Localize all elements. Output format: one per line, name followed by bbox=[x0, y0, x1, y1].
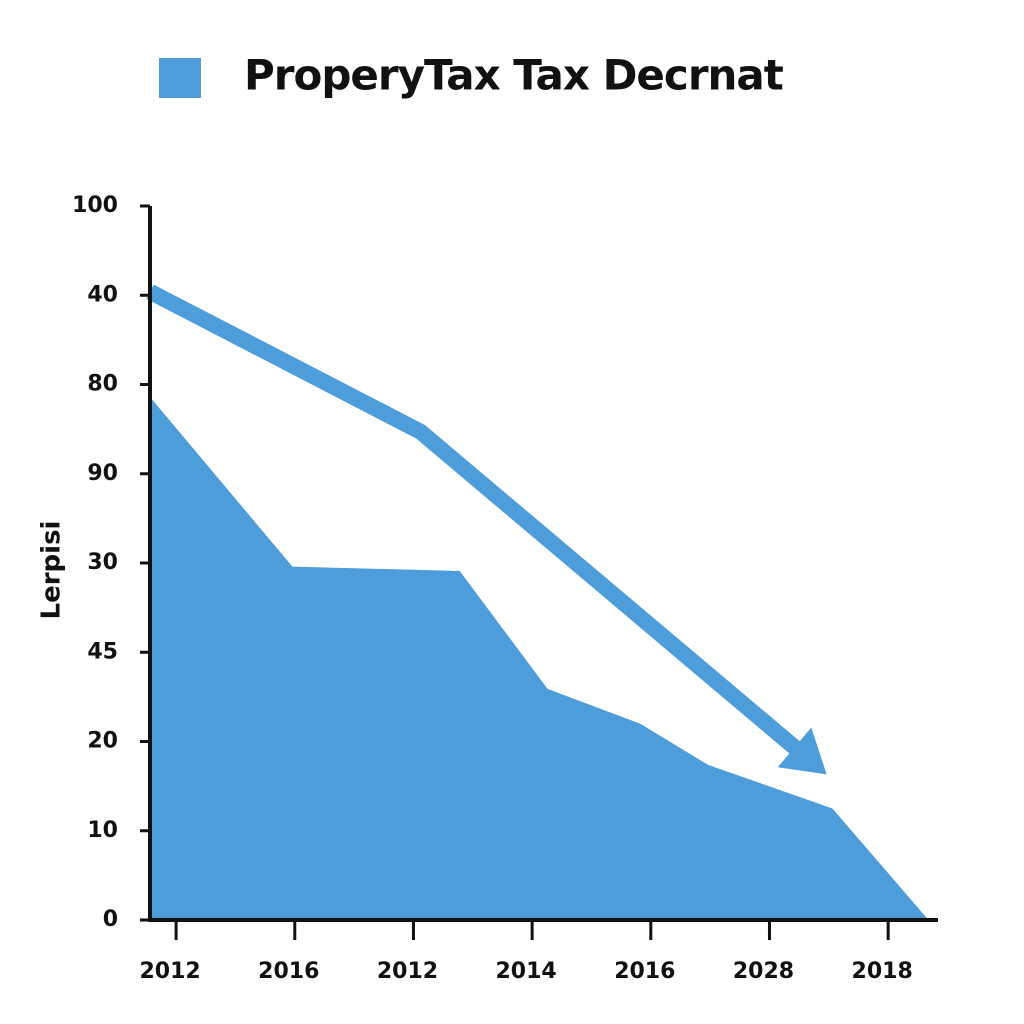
y-tick-label: 100 bbox=[72, 193, 118, 218]
trend-arrow bbox=[146, 284, 815, 767]
y-tick-label: 0 bbox=[103, 907, 118, 932]
y-tick-label: 30 bbox=[87, 550, 118, 575]
y-tick-label: 40 bbox=[87, 282, 118, 307]
legend-label: ProperyTax Tax Decrnat bbox=[244, 51, 784, 100]
y-tick-label: 10 bbox=[87, 818, 118, 843]
x-tick-label: 2016 bbox=[258, 959, 319, 984]
x-tick-label: 2012 bbox=[139, 959, 200, 984]
y-tick-label: 80 bbox=[87, 372, 118, 397]
y-tick-label: 20 bbox=[87, 729, 118, 754]
x-tick-label: 2028 bbox=[733, 959, 794, 984]
y-tick-label: 45 bbox=[87, 639, 118, 664]
x-tick-label: 2014 bbox=[496, 959, 557, 984]
x-tick-label: 2016 bbox=[614, 959, 675, 984]
arrow-head bbox=[777, 727, 827, 775]
x-tick-label: 2012 bbox=[377, 959, 438, 984]
y-axis-label: Lerpisi bbox=[37, 521, 67, 620]
legend-swatch bbox=[159, 58, 201, 98]
x-tick-label: 2018 bbox=[852, 959, 913, 984]
y-tick-label: 90 bbox=[87, 461, 118, 486]
area bbox=[150, 396, 929, 920]
